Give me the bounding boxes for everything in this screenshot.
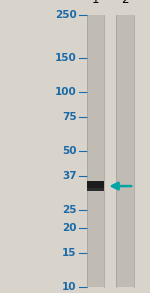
Bar bbox=[116, 15, 134, 287]
Text: 75: 75 bbox=[62, 112, 77, 122]
Text: 250: 250 bbox=[55, 10, 77, 20]
Text: 1: 1 bbox=[92, 0, 99, 6]
Text: 25: 25 bbox=[62, 205, 77, 214]
Text: 100: 100 bbox=[55, 87, 77, 97]
Text: 10: 10 bbox=[62, 282, 77, 292]
Text: 2: 2 bbox=[122, 0, 129, 6]
Text: 15: 15 bbox=[62, 248, 77, 258]
Bar bbox=[87, 181, 104, 191]
Text: 150: 150 bbox=[55, 53, 77, 63]
Bar bbox=[87, 15, 104, 287]
Bar bbox=[87, 188, 104, 191]
Text: 37: 37 bbox=[62, 171, 77, 181]
Text: 20: 20 bbox=[62, 224, 77, 234]
Text: 50: 50 bbox=[62, 146, 77, 156]
